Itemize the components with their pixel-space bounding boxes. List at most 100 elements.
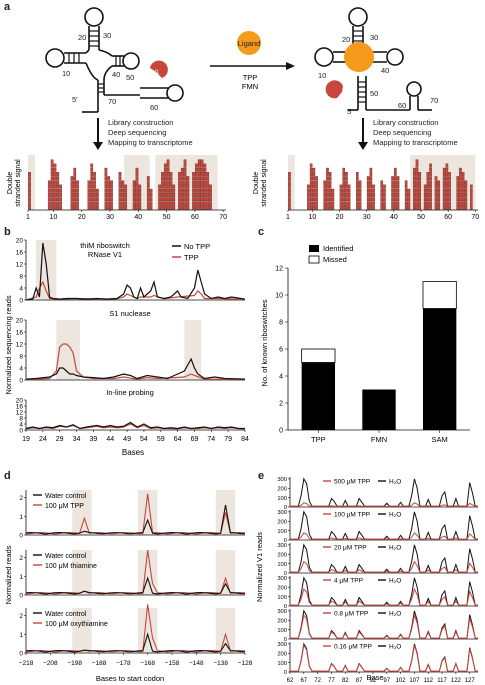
hist-right-tick-label: 1 — [286, 214, 290, 221]
left-step-1: Library construction — [108, 118, 173, 127]
right-step-2: Deep sequencing — [373, 128, 431, 137]
c-ytick-label: 10 — [275, 293, 283, 300]
hist-right-signal-cell — [434, 188, 438, 193]
hist-left-signal-cell — [87, 184, 91, 189]
e-series-h2o — [290, 609, 478, 639]
hist-right-signal-cell — [445, 167, 449, 172]
hist-left-signal-cell — [53, 180, 57, 185]
c-ytick-label: 8 — [279, 320, 283, 327]
hist-left-signal-cell — [172, 184, 176, 189]
panel-b-inline-label: In-line probing — [106, 388, 154, 397]
riboswitch-apo-structure — [45, 7, 184, 113]
hist-left-signal-cell — [203, 176, 207, 181]
hist-right-signal-cell — [415, 193, 419, 197]
hist-right-signal-cell — [372, 193, 375, 197]
hist-left-signal-cell — [135, 188, 139, 193]
hist-right-signal-cell — [356, 188, 359, 193]
hist-left-signal-cell — [183, 176, 187, 181]
hist-left-signal-cell — [169, 176, 173, 181]
hist-left-signal-cell — [73, 180, 77, 185]
hist-right-signal-cell — [437, 180, 441, 185]
hist-right-signal-cell — [369, 180, 373, 185]
ligand-label: Ligand — [238, 39, 261, 48]
hist-right-signal-cell — [415, 159, 419, 164]
hist-right-signal-cell — [426, 176, 430, 181]
ligand-circle — [237, 31, 261, 55]
hist-right-signal-cell — [404, 184, 408, 189]
d-ytick-label: 1 — [19, 632, 23, 639]
hist-left-signal-cell — [93, 197, 96, 202]
hist-left-signal-cell — [70, 205, 74, 210]
hist-left-signal-cell — [59, 184, 62, 189]
hist-left-signal-cell — [132, 188, 136, 193]
hist-left-signal-cell — [118, 197, 122, 202]
right-num-70: 70 — [430, 96, 438, 105]
hist-right-signal-cell — [288, 201, 291, 206]
hist-right-signal-cell — [391, 184, 394, 189]
hist-left-signal-cell — [138, 201, 142, 206]
hist-left-signal-cell — [28, 184, 31, 189]
hist-left-signal-cell — [132, 180, 136, 185]
hist-left-signal-cell — [53, 172, 57, 176]
hist-left-signal-cell — [135, 167, 139, 172]
d-xtick-label: −178 — [116, 660, 131, 667]
hist-left-signal-cell — [76, 205, 79, 210]
hist-left-tick-label: 30 — [106, 214, 114, 221]
hist-left-signal-cell — [197, 193, 201, 197]
hist-right-signal-cell — [356, 201, 359, 206]
c-ytick-label: 12 — [275, 266, 283, 273]
ligand-fmn: FMN — [242, 82, 258, 91]
hist-right-signal-cell — [426, 201, 430, 206]
hist-right-signal-cell — [429, 197, 432, 202]
hist-right-signal-cell — [366, 205, 370, 210]
hist-right-signal-cell — [470, 193, 473, 197]
hist-left-signal-cell — [124, 188, 128, 193]
hist-left-signal-cell — [203, 163, 207, 168]
d-xtick-label: −168 — [140, 660, 155, 667]
b-shade — [184, 320, 202, 380]
hist-right-signal-cell — [342, 180, 346, 185]
c-bar-missed-sam — [422, 281, 457, 309]
hist-left-signal-cell — [70, 197, 74, 202]
hist-right-signal-cell — [459, 184, 462, 189]
hist-right-signal-cell — [459, 188, 462, 193]
hist-left-signal-cell — [163, 172, 167, 176]
hist-right-signal-cell — [459, 205, 462, 210]
hist-right-signal-cell — [328, 180, 332, 185]
e-ytick-label: 300 — [277, 477, 287, 483]
hist-left-signal-cell — [107, 180, 111, 185]
hist-left-signal-cell — [158, 197, 161, 202]
hist-left-signal-cell — [209, 193, 212, 197]
hist-right-signal-cell — [328, 201, 332, 206]
hist-right-signal-cell — [339, 188, 343, 193]
hist-right-signal-cell — [315, 205, 318, 210]
hist-left-signal-cell — [161, 176, 164, 181]
hist-left-signal-cell — [87, 205, 91, 210]
hist-right-signal-cell — [437, 184, 441, 189]
b-xtick-label: 69 — [191, 436, 199, 443]
left-num-5prime: 5′ — [72, 95, 78, 104]
hist-left-signal-cell — [197, 180, 201, 185]
hist-right-signal-cell — [459, 167, 462, 172]
hist-right-signal-cell — [404, 193, 408, 197]
hist-right-signal-cell — [418, 176, 422, 181]
hist-right-signal-cell — [369, 201, 373, 206]
e-series-h2o — [290, 543, 478, 573]
hist-left-signal-cell — [135, 180, 139, 185]
hist-left-signal-cell — [163, 167, 167, 172]
e-xtick-label: 102 — [396, 678, 407, 684]
e-xtick-label: 107 — [409, 678, 420, 684]
hist-right-signal-cell — [288, 197, 291, 202]
hist-left-signal-cell — [124, 193, 128, 197]
e-ytick-label: 200 — [277, 519, 287, 525]
d-legend-treated: 100 μM oxythiamine — [45, 621, 108, 628]
hist-left-signal-cell — [180, 172, 184, 176]
b-ytick-label: 16 — [16, 404, 24, 411]
d-ytick-label: 0 — [19, 651, 23, 658]
b-xtick-label: 44 — [106, 436, 114, 443]
hist-left-signal-cell — [110, 193, 113, 197]
hist-left-signal-cell — [59, 201, 62, 206]
hist-left-signal-cell — [93, 201, 96, 206]
hist-left-signal-cell — [110, 184, 113, 189]
hist-right-signal-cell — [423, 201, 427, 206]
